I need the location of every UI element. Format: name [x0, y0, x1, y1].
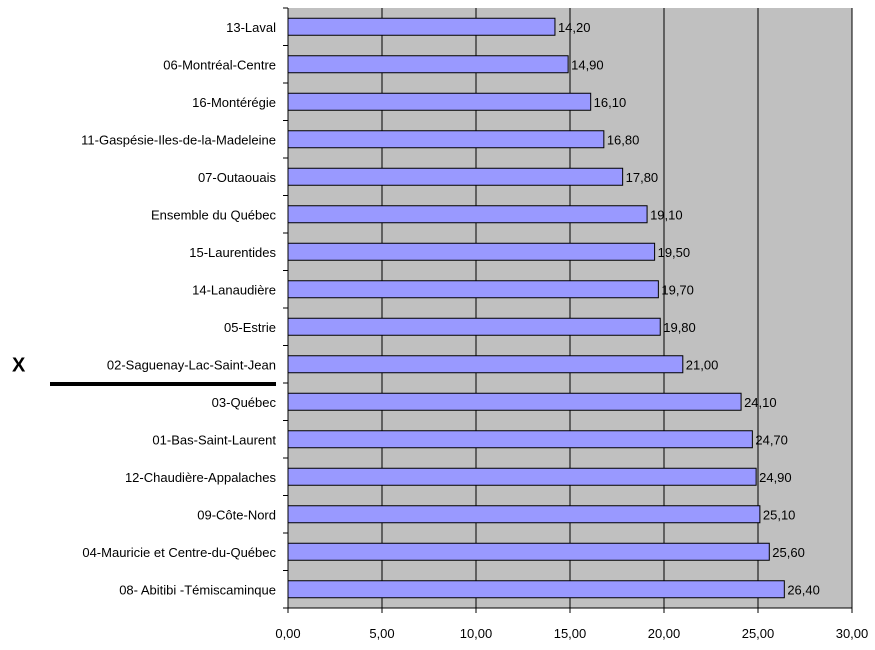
value-label: 24,90 — [759, 470, 792, 485]
category-label: 07-Outaouais — [198, 170, 277, 185]
value-label: 14,20 — [558, 20, 591, 35]
bar — [287, 280, 659, 299]
value-label: 21,00 — [686, 357, 719, 372]
bar — [287, 542, 770, 561]
bar — [287, 205, 648, 224]
bar — [287, 580, 785, 599]
highlight-marker: X — [12, 354, 26, 376]
category-label: Ensemble du Québec — [151, 207, 277, 222]
category-label: 15-Laurentides — [189, 245, 276, 260]
bar — [287, 467, 757, 486]
category-label: 09-Côte-Nord — [197, 507, 276, 522]
category-label: 11-Gaspésie-Iles-de-la-Madeleine — [81, 132, 276, 147]
value-label: 24,10 — [744, 395, 777, 410]
x-tick-label: 20,00 — [648, 626, 681, 641]
x-tick-label: 0,00 — [275, 626, 300, 641]
value-label: 19,50 — [658, 245, 691, 260]
bar — [287, 430, 753, 449]
x-tick-label: 15,00 — [554, 626, 587, 641]
bar — [287, 17, 556, 36]
bar — [287, 242, 656, 261]
value-label: 19,80 — [663, 320, 696, 335]
bar — [287, 130, 605, 149]
value-label: 16,80 — [607, 132, 640, 147]
bar — [287, 505, 761, 524]
category-label: 16-Montérégie — [192, 95, 276, 110]
value-label: 25,60 — [772, 545, 805, 560]
category-label: 06-Montréal-Centre — [163, 57, 276, 72]
category-label: 04-Mauricie et Centre-du-Québec — [82, 545, 276, 560]
x-tick-label: 5,00 — [369, 626, 394, 641]
value-label: 17,80 — [626, 170, 659, 185]
category-label: 12-Chaudière-Appalaches — [125, 470, 277, 485]
value-label: 19,70 — [661, 282, 694, 297]
bar — [287, 317, 661, 336]
value-label: 16,10 — [594, 95, 627, 110]
value-label: 26,40 — [787, 582, 820, 597]
value-label: 25,10 — [763, 507, 796, 522]
category-label: 02-Saguenay-Lac-Saint-Jean — [107, 357, 276, 372]
category-label: 03-Québec — [212, 395, 277, 410]
bar — [287, 355, 684, 374]
bar — [287, 392, 742, 411]
x-tick-label: 25,00 — [742, 626, 775, 641]
bar — [287, 55, 569, 74]
category-label: 05-Estrie — [224, 320, 276, 335]
category-label: 08- Abitibi -Témiscaminque — [119, 582, 276, 597]
value-label: 19,10 — [650, 207, 683, 222]
category-label: 13-Laval — [226, 20, 276, 35]
category-label: 14-Lanaudière — [192, 282, 276, 297]
value-label: 14,90 — [571, 57, 604, 72]
x-tick-label: 30,00 — [836, 626, 869, 641]
category-label: 01-Bas-Saint-Laurent — [152, 432, 276, 447]
bar — [287, 167, 624, 186]
bar — [287, 92, 592, 111]
x-tick-label: 10,00 — [460, 626, 493, 641]
value-label: 24,70 — [755, 432, 788, 447]
